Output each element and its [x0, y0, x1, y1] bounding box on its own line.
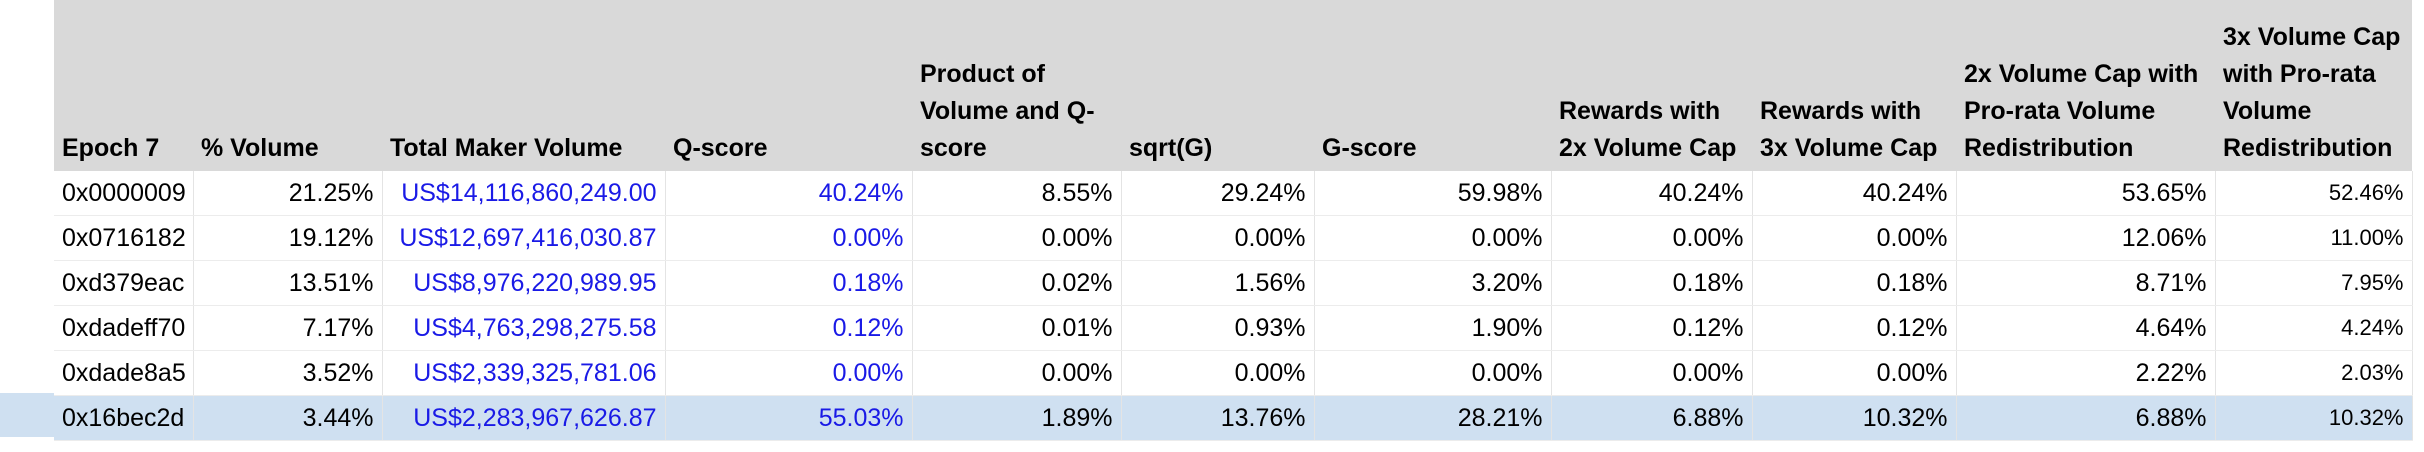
table-cell: 59.98%: [1314, 171, 1552, 216]
table-cell: 0x16bec2d: [54, 395, 194, 441]
table-cell: 12.06%: [1956, 215, 2216, 261]
column-header: sqrt(G): [1121, 0, 1314, 171]
table-cell: 0.00%: [665, 215, 913, 261]
table-cell: US$8,976,220,989.95: [382, 260, 666, 306]
table-cell: 0x0000009: [54, 171, 194, 216]
table-cell: 1.56%: [1121, 260, 1315, 306]
table-cell: 0.00%: [912, 215, 1122, 261]
table-cell: 6.88%: [1551, 395, 1753, 441]
table-cell: 0.18%: [1551, 260, 1753, 306]
table-cell: 3.44%: [193, 395, 383, 441]
table-cell: 10.32%: [2215, 395, 2413, 441]
column-header: Q-score: [665, 0, 912, 171]
table-cell: 0.00%: [1314, 215, 1552, 261]
table-cell: 0xd379eac: [54, 260, 194, 306]
table-cell: 10.32%: [1752, 395, 1957, 441]
spreadsheet-table: Epoch 7% Volume Total Maker Volume Q-score…: [54, 0, 2413, 441]
table-cell: US$12,697,416,030.87: [382, 215, 666, 261]
column-header: Epoch 7: [54, 0, 193, 171]
table-cell: 52.46%: [2215, 171, 2413, 216]
table-cell: US$14,116,860,249.00: [382, 171, 666, 216]
column-header: % Volume: [193, 0, 382, 171]
column-header: Total Maker Volume: [382, 0, 665, 171]
table-cell: 55.03%: [665, 395, 913, 441]
table-cell: 0.00%: [1551, 215, 1753, 261]
table-cell: 3.52%: [193, 350, 383, 396]
table-cell: 0.00%: [1314, 350, 1552, 396]
table-cell: 0.00%: [1551, 350, 1753, 396]
table-cell: 0.18%: [665, 260, 913, 306]
table-cell: 0xdadeff70: [54, 305, 194, 351]
table-cell: 13.51%: [193, 260, 383, 306]
table-cell: 53.65%: [1956, 171, 2216, 216]
table-row: 0x0716182 19.12% US$12,697,416,030.87 0.00%…: [54, 215, 2413, 261]
table-cell: 2.03%: [2215, 350, 2413, 396]
table-cell: 0.93%: [1121, 305, 1315, 351]
table-cell: 40.24%: [1551, 171, 1753, 216]
column-header: Rewards with 2x Volume Cap: [1551, 0, 1752, 171]
table-cell: 0x0716182: [54, 215, 194, 261]
table-cell: 13.76%: [1121, 395, 1315, 441]
table-cell: 0.12%: [1752, 305, 1957, 351]
table-cell: 0.00%: [1752, 350, 1957, 396]
table-cell: 0.18%: [1752, 260, 1957, 306]
column-header: 3x Volume Cap with Pro-rata Volume Redis…: [2215, 0, 2412, 171]
table-cell: 40.24%: [665, 171, 913, 216]
table-row: 0x16bec2d 3.44% US$2,283,967,626.87 55.03% 1…: [54, 395, 2413, 441]
table-cell: 0xdade8a5: [54, 350, 194, 396]
table-cell: 0.00%: [1121, 215, 1315, 261]
table-cell: 0.00%: [665, 350, 913, 396]
table-cell: US$2,283,967,626.87: [382, 395, 666, 441]
table-cell: 8.71%: [1956, 260, 2216, 306]
column-header: 2x Volume Cap with Pro-rata Volume Redis…: [1956, 0, 2215, 171]
table-cell: 6.88%: [1956, 395, 2216, 441]
table-row: 0x0000009 21.25% US$14,116,860,249.00 40.24…: [54, 171, 2413, 216]
table-cell: 0.01%: [912, 305, 1122, 351]
column-header: Rewards with 3x Volume Cap: [1752, 0, 1956, 171]
table-cell: 0.00%: [1752, 215, 1957, 261]
row-highlight: [0, 393, 54, 437]
table-cell: 0.00%: [1121, 350, 1315, 396]
table-cell: 1.90%: [1314, 305, 1552, 351]
column-header: G-score: [1314, 0, 1551, 171]
table-cell: 21.25%: [193, 171, 383, 216]
table-body: 0x0000009 21.25% US$14,116,860,249.00 40.24…: [54, 171, 2413, 441]
table-cell: 0.02%: [912, 260, 1122, 306]
column-header: Product of Volume and Q-score: [912, 0, 1121, 171]
table-cell: 7.95%: [2215, 260, 2413, 306]
sheet: Epoch 7% Volume Total Maker Volume Q-score…: [54, 0, 2413, 441]
table-cell: 29.24%: [1121, 171, 1315, 216]
table-cell: 0.12%: [665, 305, 913, 351]
table-cell: 19.12%: [193, 215, 383, 261]
table-cell: 4.24%: [2215, 305, 2413, 351]
table-cell: 40.24%: [1752, 171, 1957, 216]
table-cell: 11.00%: [2215, 215, 2413, 261]
header-row: Epoch 7% Volume Total Maker Volume Q-score…: [54, 0, 2412, 171]
table-cell: 2.22%: [1956, 350, 2216, 396]
table-cell: US$2,339,325,781.06: [382, 350, 666, 396]
table-cell: 7.17%: [193, 305, 383, 351]
table-row: 0xdade8a5 3.52% US$2,339,325,781.06 0.00% 0.…: [54, 350, 2413, 396]
table-cell: 28.21%: [1314, 395, 1552, 441]
table-cell: 0.00%: [912, 350, 1122, 396]
table-row: 0xd379eac 13.51% US$8,976,220,989.95 0.18% 0…: [54, 260, 2413, 306]
table-cell: 3.20%: [1314, 260, 1552, 306]
table-cell: 1.89%: [912, 395, 1122, 441]
table-cell: 4.64%: [1956, 305, 2216, 351]
table-cell: 8.55%: [912, 171, 1122, 216]
table-row: 0xdadeff70 7.17% US$4,763,298,275.58 0.12% 0…: [54, 305, 2413, 351]
table-cell: 0.12%: [1551, 305, 1753, 351]
table-cell: US$4,763,298,275.58: [382, 305, 666, 351]
